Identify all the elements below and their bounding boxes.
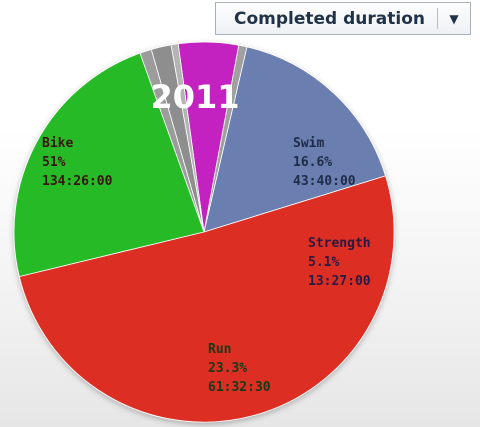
slice-label-strength-name: Strength [308,236,371,251]
pie-labels: Swim 16.6% 43:40:00 Strength 5.1% 13:27:00 Run… [42,136,371,395]
dropdown-divider [437,8,438,29]
slice-label-run-duration: 61:32:30 [208,380,271,395]
slice-label-run-name: Run [208,342,231,357]
slice-label-strength-duration: 13:27:00 [308,274,371,289]
metric-dropdown[interactable]: Completed duration ▼ [215,2,471,35]
chart-title: 2011 [150,78,239,116]
slice-label-strength-percent: 5.1% [308,255,339,270]
slice-label-bike-name: Bike [42,136,73,151]
metric-dropdown-label: Completed duration [233,8,425,29]
pie-slice-run[interactable] [13,52,205,278]
slice-label-swim-name: Swim [293,136,324,151]
pie-slice-swim[interactable] [203,46,387,233]
pie-slice-bike[interactable] [18,175,395,423]
slice-label-bike-percent: 51% [42,155,66,170]
triangle-down-icon[interactable]: ▼ [449,11,459,26]
slice-label-swim-duration: 43:40:00 [293,174,356,189]
slice-label-run-percent: 23.3% [208,361,247,376]
pie-slices [13,41,395,423]
slice-label-bike-duration: 134:26:00 [42,174,113,189]
slice-label-swim-percent: 16.6% [293,155,332,170]
